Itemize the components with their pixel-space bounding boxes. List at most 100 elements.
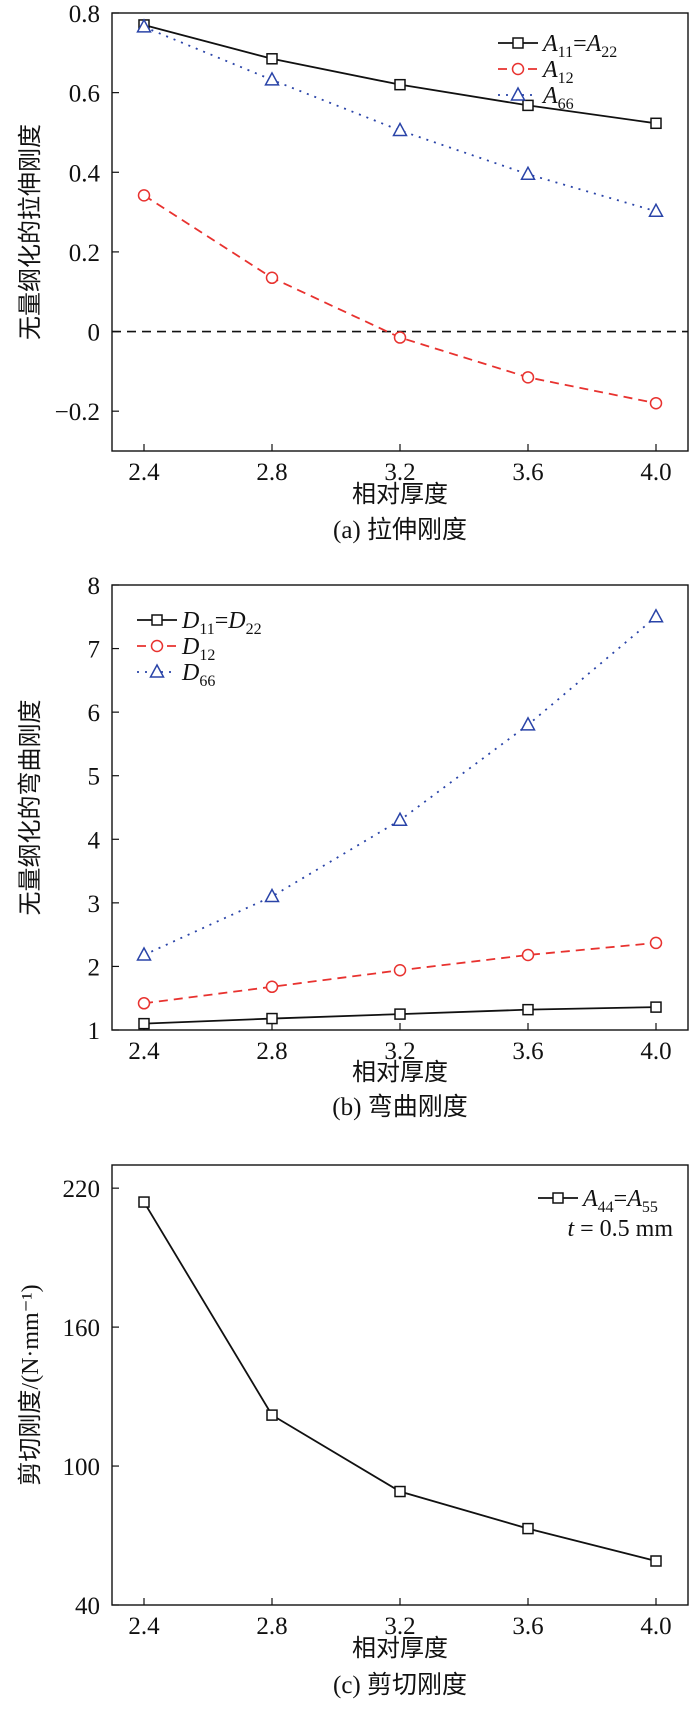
data-point	[266, 53, 278, 65]
data-point	[520, 716, 536, 731]
data-point	[392, 811, 408, 826]
data-point	[650, 1001, 662, 1013]
data-point	[522, 1522, 534, 1535]
x-tick-label: 4.0	[640, 1038, 671, 1065]
x-tick-label: 2.4	[128, 459, 160, 486]
y-tick-label: 1	[88, 1018, 101, 1045]
chart-panel-2: 2.4 2.8 3.2 3.6 4.0 1 2 3 4 5 6 7 8 相对厚度 无量纲化的弯曲刚度 (b) …	[17, 573, 689, 1121]
series-D66	[136, 608, 664, 961]
series-D11=D22	[138, 1001, 662, 1030]
data-point	[136, 946, 152, 961]
x-axis-label: 相对厚度	[352, 1059, 448, 1086]
series-D12	[137, 936, 663, 1010]
x-axis-label: 相对厚度	[352, 1635, 448, 1662]
data-point	[394, 78, 406, 91]
series-A66	[136, 18, 664, 218]
data-point	[521, 371, 535, 384]
chart-panel-3: 2.4 2.8 3.2 3.6 4.0 40 100 160 220 相对厚度 剪切刚度/(N·mm…	[17, 1164, 689, 1699]
legend-marker	[552, 1192, 564, 1204]
x-tick-label: 2.8	[256, 1038, 287, 1065]
y-tick-label: 0.8	[69, 1, 100, 28]
y-tick-label: 5	[88, 764, 101, 791]
data-point	[520, 165, 536, 181]
legend-marker	[149, 663, 165, 678]
x-tick-label: 4.0	[640, 459, 671, 486]
data-point	[264, 887, 280, 903]
data-point	[649, 936, 663, 950]
data-point	[521, 948, 535, 962]
data-point	[137, 189, 151, 202]
legend-marker	[511, 62, 525, 76]
legend-marker	[150, 639, 164, 653]
y-axis-label: 无量纲化的弯曲刚度	[17, 700, 44, 916]
thickness-annotation: t = 0.5 mm	[567, 1216, 673, 1242]
x-tick-label: 3.2	[384, 459, 415, 486]
chart-caption: (b) 弯曲刚度	[332, 1093, 467, 1121]
data-point	[522, 99, 534, 112]
y-tick-label: 2	[88, 954, 101, 981]
y-tick-label: 160	[63, 1315, 101, 1342]
data-point	[138, 1196, 150, 1208]
legend-marker	[510, 86, 526, 101]
chart-panel-1: 2.4 2.8 3.2 3.6 4.0 −0.2 0 0.2 0.4 0.6 0.8 相对厚度 无量纲化…	[17, 1, 689, 544]
data-point	[650, 1555, 662, 1567]
series-A44=A55	[138, 1196, 662, 1567]
series-A12	[137, 189, 663, 410]
y-tick-label: 4	[88, 827, 101, 854]
y-tick-label: 8	[88, 573, 101, 600]
legend-marker	[151, 614, 163, 626]
y-tick-label: 0.4	[69, 160, 101, 187]
data-point	[394, 1485, 406, 1498]
x-tick-label: 3.6	[512, 1613, 543, 1640]
data-point	[266, 1012, 278, 1025]
data-point	[648, 608, 664, 623]
data-point	[392, 121, 408, 137]
legend-label: A11=A22	[541, 31, 617, 61]
data-point	[136, 18, 152, 33]
data-point	[137, 997, 151, 1010]
chart-caption: (a) 拉伸刚度	[333, 516, 467, 544]
y-tick-label: 220	[63, 1176, 101, 1203]
data-point	[393, 331, 407, 344]
data-point	[394, 1008, 406, 1020]
y-tick-label: 3	[88, 891, 101, 918]
y-axis-label: 无量纲化的拉伸刚度	[17, 124, 44, 340]
legend-label: A66	[541, 83, 574, 113]
data-point	[138, 1017, 150, 1030]
y-tick-label: 40	[75, 1593, 100, 1620]
y-tick-label: 7	[88, 637, 101, 664]
legend-label: A12	[541, 57, 574, 87]
x-tick-label: 2.8	[256, 459, 287, 486]
data-point	[648, 202, 664, 218]
x-tick-label: 2.4	[128, 1038, 160, 1065]
series-line	[143, 1201, 657, 1562]
data-point	[264, 71, 280, 86]
y-tick-label: −0.2	[55, 399, 100, 426]
chart-caption: (c) 剪切刚度	[333, 1671, 467, 1699]
y-tick-label: 0.2	[69, 240, 100, 267]
legend-marker	[512, 37, 524, 49]
x-tick-label: 3.6	[512, 1038, 543, 1065]
y-axis-label: 剪切刚度/(N·mm⁻¹)	[17, 1284, 44, 1485]
data-point	[265, 980, 279, 994]
plot-frame	[111, 12, 689, 452]
x-tick-label: 4.0	[640, 1613, 671, 1640]
x-tick-label: 2.4	[128, 1613, 160, 1640]
y-tick-label: 0.6	[69, 81, 100, 108]
x-axis-label: 相对厚度	[352, 481, 448, 508]
x-tick-label: 3.2	[384, 1038, 415, 1065]
series-line	[143, 194, 657, 405]
data-point	[265, 271, 279, 285]
legend-label: D66	[181, 660, 215, 690]
data-point	[266, 1409, 278, 1421]
data-point	[393, 963, 407, 977]
legend-label: D11=D22	[181, 608, 262, 638]
y-tick-label: 100	[63, 1454, 101, 1481]
x-tick-label: 2.8	[256, 1613, 287, 1640]
legend-label: D12	[181, 634, 215, 664]
data-point	[650, 117, 662, 130]
